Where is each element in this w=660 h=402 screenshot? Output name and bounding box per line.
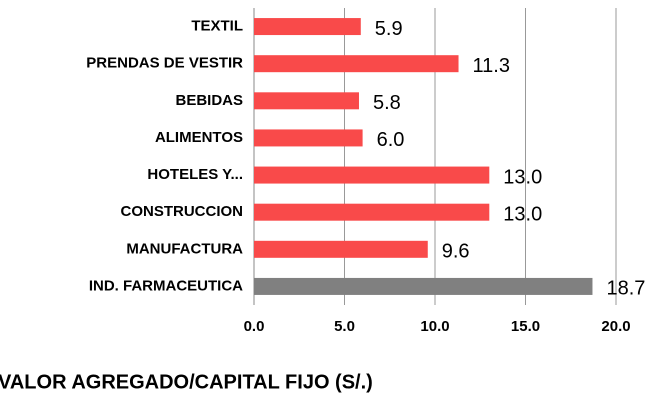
value-label: 11.3 <box>473 55 510 77</box>
bar <box>254 18 361 36</box>
bar <box>254 203 490 221</box>
value-label: 13.0 <box>503 166 542 188</box>
y-tick-label: HOTELES Y... <box>147 166 243 183</box>
value-label: 13.0 <box>503 203 542 225</box>
value-label: 5.8 <box>373 92 401 114</box>
x-tick-label: 15.0 <box>511 318 540 335</box>
y-tick-label: TEXTIL <box>191 18 243 35</box>
y-tick-label: ALIMENTOS <box>155 129 243 146</box>
bar <box>254 166 490 184</box>
x-tick-label: 0.0 <box>244 318 265 335</box>
bar <box>254 55 459 73</box>
x-tick-label: 10.0 <box>420 318 449 335</box>
y-tick-label: BEBIDAS <box>175 92 243 109</box>
y-tick-label: IND. FARMACEUTICA <box>89 277 243 294</box>
y-tick-label: MANUFACTURA <box>126 240 243 257</box>
bar <box>254 129 363 147</box>
value-label: 5.9 <box>375 18 403 40</box>
chart-title: VALOR AGREGADO/CAPITAL FIJO (S/.) <box>0 371 373 393</box>
x-tick-label: 5.0 <box>334 318 355 335</box>
value-label: 9.6 <box>442 241 470 263</box>
value-label: 6.0 <box>377 129 405 151</box>
y-tick-label: PRENDAS DE VESTIR <box>86 55 243 72</box>
bar <box>254 277 593 295</box>
bar <box>254 240 428 258</box>
y-tick-label: CONSTRUCCION <box>121 203 244 220</box>
x-tick-label: 20.0 <box>601 318 630 335</box>
value-label: 18.7 <box>606 278 645 300</box>
bar <box>254 92 359 110</box>
